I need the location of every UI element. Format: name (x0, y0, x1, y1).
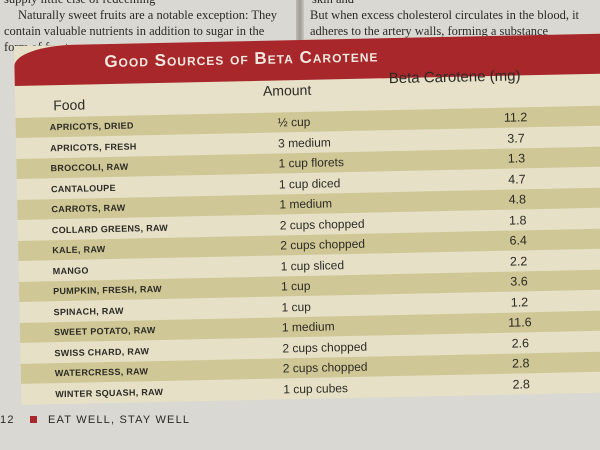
amount-cell: 1 cup cubes (283, 380, 349, 396)
food-cell: SPINACH, RAW (53, 305, 124, 317)
value-cell: 1.8 (508, 212, 527, 228)
amount-cell: 2 cups chopped (282, 359, 368, 376)
food-cell: WINTER SQUASH, RAW (55, 386, 164, 399)
amount-cell: 3 medium (277, 134, 331, 150)
amount-cell: 1 medium (279, 196, 333, 212)
text-line: But when excess cholesterol circulates i… (310, 8, 580, 22)
text-line: supply little else of redeeming (4, 0, 155, 7)
value-cell: 3.6 (510, 274, 528, 289)
amount-cell: 1 medium (281, 319, 335, 335)
gutter (296, 0, 304, 48)
header-amount: Amount (262, 81, 312, 99)
bullet (30, 416, 37, 423)
value-cell: 3.7 (507, 130, 525, 146)
food-cell: CANTALOUPE (50, 182, 116, 194)
food-cell: SWISS CHARD, RAW (54, 345, 150, 358)
amount-cell: 1 cup (281, 299, 312, 314)
amount-cell: ½ cup (277, 114, 311, 130)
food-cell: COLLARD GREENS, RAW (51, 222, 169, 235)
value-cell: 1.2 (510, 294, 529, 310)
food-cell: MANGO (52, 264, 89, 276)
table-title: Good Sources of Beta Carotene (104, 46, 379, 72)
running-footer: EAT WELL, STAY WELL (48, 414, 191, 426)
value-cell: 2.2 (509, 253, 528, 269)
amount-cell: 2 cups chopped (279, 216, 365, 232)
value-cell: 2.8 (511, 356, 530, 371)
value-cell: 2.8 (512, 376, 531, 392)
amount-cell: 1 cup florets (278, 155, 345, 171)
text-line: Naturally sweet fruits are a notable exc… (18, 8, 278, 22)
text-line: skin and (312, 0, 354, 7)
food-cell: APRICOTS, FRESH (50, 140, 137, 153)
food-cell: APRICOTS, DRIED (49, 120, 134, 133)
value-cell: 11.2 (503, 110, 528, 125)
food-cell: CARROTS, RAW (51, 202, 126, 215)
amount-cell: 1 cup diced (278, 175, 341, 191)
value-cell: 1.3 (507, 151, 526, 166)
food-cell: PUMPKIN, FRESH, RAW (53, 283, 162, 297)
food-cell: WATERCRESS, RAW (54, 366, 149, 379)
value-cell: 2.6 (511, 335, 530, 351)
value-cell: 4.7 (508, 171, 526, 187)
food-cell: KALE, RAW (52, 244, 106, 256)
value-cell: 4.8 (508, 192, 527, 207)
amount-cell: 1 cup (280, 278, 311, 294)
value-cell: 6.4 (509, 233, 528, 248)
header-value: Beta Carotene (mg) (388, 67, 521, 88)
text-line: contain valuable nutrients in addition t… (4, 24, 265, 38)
table: Good Sources of Beta Carotene Food Amoun… (14, 33, 600, 405)
table-body: APRICOTS, DRIED ½ cup 11.2 APRICOTS, FRESH 3… (15, 105, 600, 405)
text-line: adheres to the artery walls, forming a s… (310, 24, 549, 38)
page-number: 12 (0, 414, 15, 426)
amount-cell: 1 cup sliced (280, 257, 345, 273)
amount-cell: 2 cups chopped (282, 339, 368, 355)
food-cell: SWEET POTATO, RAW (53, 325, 156, 338)
amount-cell: 2 cups chopped (280, 236, 366, 253)
header-food: Food (53, 96, 86, 114)
value-cell: 11.6 (508, 315, 532, 330)
food-cell: BROCCOLI, RAW (50, 161, 129, 174)
